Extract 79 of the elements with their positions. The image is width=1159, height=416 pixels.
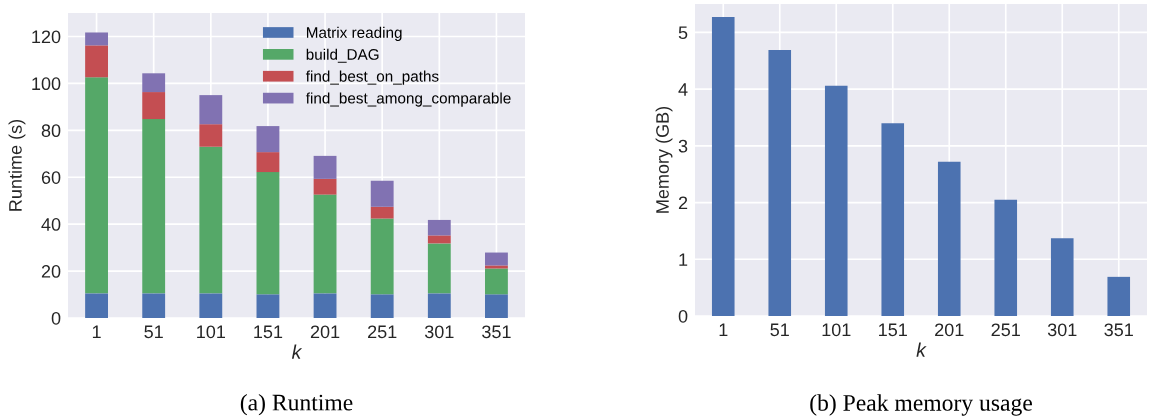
y-tick-label: 4 [678,83,688,96]
y-tick-label: 2 [678,196,688,210]
bar [485,294,508,318]
bar [1050,238,1074,316]
bar [142,119,166,294]
bar [485,268,508,295]
y-tick-label: 0 [678,309,688,323]
x-tick-label: 351 [1104,323,1133,337]
bar [313,194,337,294]
bar [427,243,451,294]
bar [142,92,166,120]
y-tick-label: 40 [41,218,61,231]
y-axis-title: Runtime (s) [8,119,26,211]
y-tick-label: 5 [678,26,688,40]
x-tick-label: 101 [197,325,225,339]
bar [85,45,108,78]
text: (a) Runtime [240,393,353,416]
legend-label: Matrix reading [306,26,402,41]
bar [427,293,451,318]
x-tick-label: 1 [719,323,728,337]
y-axis-title: Memory (GB) [655,106,673,213]
x-tick-label: 101 [822,323,851,337]
legend-label: find_best_on_paths [305,70,439,85]
bar [370,206,394,219]
bar [142,73,166,93]
bar [994,199,1018,316]
legend-label: find_best_among_comparable [305,92,511,107]
bar [199,95,223,125]
y-tick-label: 20 [41,265,61,278]
bar [256,126,280,153]
bar [370,180,394,207]
y-tick-label: 120 [32,30,61,44]
bar [85,32,108,46]
bar [485,265,508,269]
bar [199,293,223,318]
bar [256,294,280,318]
bar [199,124,223,147]
bar [768,49,792,316]
x-axis-title: k [916,342,927,357]
legend-label: build_DAG [306,48,379,63]
x-tick-label: 301 [424,325,454,339]
x-tick-label: 201 [310,325,340,339]
bar [142,293,166,318]
x-tick-label: 1 [92,325,101,339]
y-tick-label: 80 [41,124,61,138]
x-tick-label: 251 [991,323,1020,337]
bar [1107,276,1131,316]
x-tick-label: 51 [144,325,163,339]
y-tick-label: 60 [41,171,61,184]
y-tick-label: 100 [32,77,61,91]
bar [256,172,280,295]
bar [711,17,735,316]
bar [85,77,108,294]
x-tick-label: 301 [1047,323,1077,337]
bar [313,178,337,195]
bar [427,219,451,236]
bar [256,152,280,173]
bar [881,123,905,316]
bar [199,146,223,294]
bar [824,85,848,316]
bar [85,293,108,318]
bar [427,235,451,244]
y-tick-label: 1 [679,253,688,266]
x-tick-label: 51 [770,323,789,337]
x-tick-label: 151 [254,325,283,339]
y-tick-label: 0 [51,311,61,325]
x-tick-label: 351 [482,325,511,339]
bar [370,294,394,318]
bar [313,293,337,318]
x-tick-label: 151 [879,323,907,337]
text: (b) Peak memory usage [810,394,1032,416]
x-tick-label: 201 [935,323,964,337]
bar [485,252,508,266]
bar [313,155,337,179]
y-tick-label: 3 [678,139,688,153]
bar [937,161,961,316]
bar [370,218,394,295]
x-tick-label: 251 [368,325,397,339]
x-axis-title: k [291,344,303,359]
